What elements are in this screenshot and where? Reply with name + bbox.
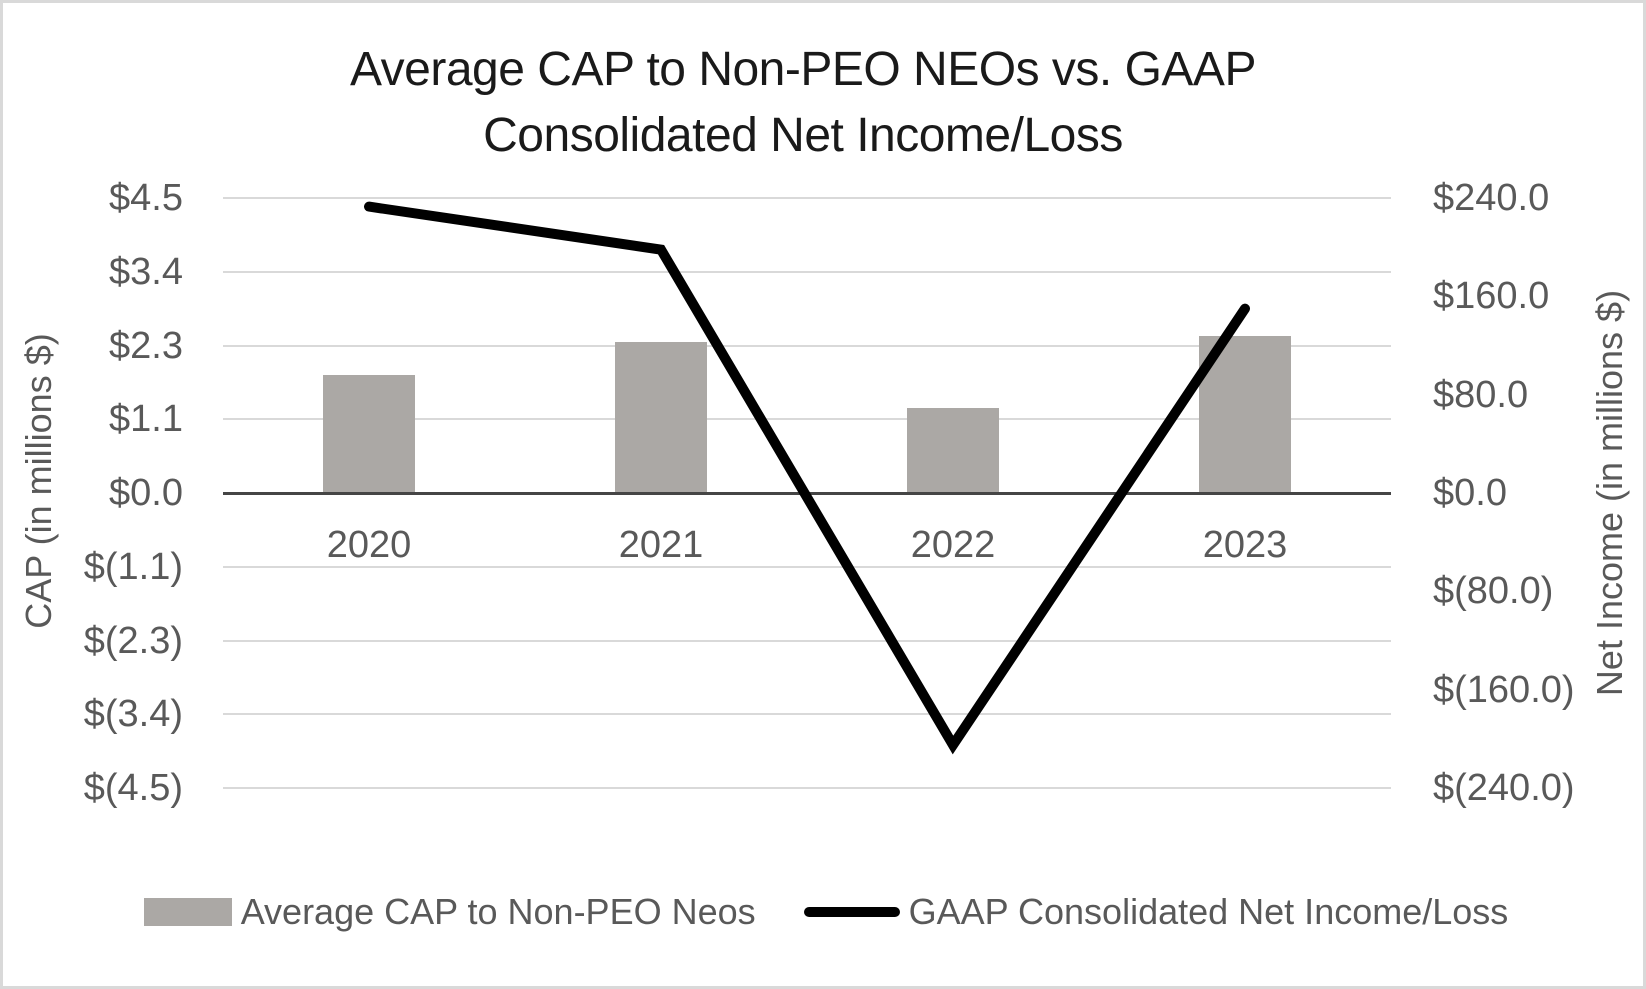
legend-item-cap: Average CAP to Non-PEO Neos [143, 891, 756, 933]
right-axis-tick-label: $80.0 [1433, 373, 1529, 416]
gridline [223, 713, 1391, 716]
bar-2023 [1199, 335, 1291, 493]
right-axis-tick-label: $(240.0) [1433, 767, 1575, 809]
left-axis-tick-label: $3.4 [109, 250, 183, 293]
legend-label-net-income: GAAP Consolidated Net Income/Loss [908, 891, 1509, 932]
legend: Average CAP to Non-PEO Neos GAAP Consoli… [3, 881, 1643, 943]
bar-2022 [907, 407, 999, 493]
left-axis-tick-label: $(3.4) [83, 693, 183, 736]
right-axis-tick-label: $0.0 [1433, 472, 1507, 514]
chart-title: Average CAP to Non-PEO NEOs vs. GAAP Con… [3, 37, 1603, 169]
legend-item-net-income: GAAP Consolidated Net Income/Loss [803, 891, 1509, 933]
gridline [223, 639, 1391, 642]
gridline [223, 197, 1391, 199]
net-income-line [364, 201, 1250, 755]
line-swatch-icon [803, 907, 900, 917]
right-axis-title: Net Income (in millions $) [1589, 289, 1630, 697]
gridline [223, 270, 1391, 273]
left-axis-title: CAP (in millions $) [18, 333, 59, 629]
gridline [223, 787, 1391, 789]
bar-2020 [323, 375, 415, 493]
x-label-2021: 2021 [618, 524, 704, 566]
legend-label-cap: Average CAP to Non-PEO Neos [240, 891, 756, 932]
x-label-2022: 2022 [910, 524, 996, 566]
x-label-2023: 2023 [1202, 524, 1288, 566]
right-axis-tick-label: $160.0 [1433, 275, 1550, 318]
right-axis-tick-label: $240.0 [1433, 177, 1550, 219]
left-axis-tick-label: $2.3 [109, 324, 183, 367]
bar-2021 [615, 342, 707, 493]
right-axis-tick-label: $(80.0) [1433, 570, 1554, 613]
zero-axis-line [223, 492, 1391, 495]
left-axis-tick-label: $0.0 [109, 472, 183, 514]
chart-title-line-1: Average CAP to Non-PEO NEOs vs. GAAP [350, 43, 1256, 96]
bar-swatch-icon [143, 898, 232, 926]
left-axis-tick-label: $(2.3) [83, 619, 183, 662]
right-axis-tick-label: $(160.0) [1433, 668, 1575, 711]
left-axis-tick-label: $(4.5) [83, 767, 183, 809]
chart-title-line-2: Consolidated Net Income/Loss [483, 109, 1123, 162]
left-axis-tick-label: $(1.1) [83, 545, 183, 588]
left-axis-tick-label: $4.5 [109, 177, 183, 219]
left-axis-tick-label: $1.1 [109, 398, 183, 441]
x-label-2020: 2020 [326, 524, 412, 566]
